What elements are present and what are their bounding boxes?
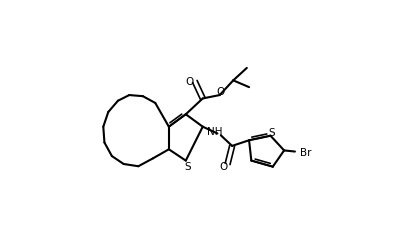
- Text: O: O: [216, 87, 224, 97]
- Text: O: O: [218, 162, 227, 171]
- Text: O: O: [185, 76, 193, 86]
- Text: Br: Br: [300, 147, 311, 157]
- Text: S: S: [184, 161, 191, 171]
- Text: NH: NH: [207, 126, 222, 136]
- Text: S: S: [267, 127, 274, 137]
